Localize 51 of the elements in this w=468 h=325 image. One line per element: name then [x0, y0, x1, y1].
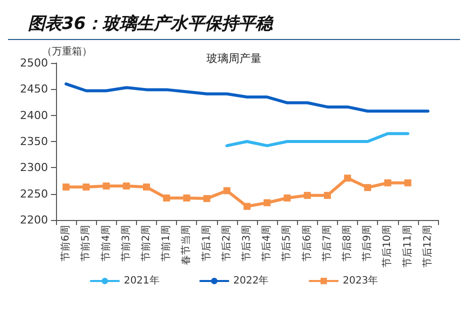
y-tick-label: 2500 — [20, 56, 48, 70]
x-tick-label: 节后1周 — [200, 225, 212, 262]
legend-label: 2023年 — [342, 274, 378, 286]
point — [62, 184, 70, 191]
point — [344, 174, 352, 182]
y-axis-title: （万重箱） — [42, 46, 92, 58]
chart-title: 图表36：玻璃生产水平保持平稳 — [8, 8, 460, 40]
y-tick-label: 2350 — [20, 135, 48, 148]
x-tick-label: 节后4周 — [260, 225, 273, 262]
x-tick-label: 节后11周 — [401, 225, 414, 268]
point — [364, 184, 372, 192]
line-series — [64, 82, 430, 113]
y-tick-label: 2200 — [20, 214, 48, 226]
point — [82, 184, 90, 191]
point — [244, 202, 250, 210]
y-tick-label: 2400 — [20, 108, 48, 122]
point — [223, 187, 230, 194]
point — [324, 192, 331, 199]
point — [102, 182, 110, 190]
y-tick-label: 2300 — [20, 161, 48, 174]
point — [142, 184, 150, 191]
x-tick-label: 节前3周 — [120, 225, 132, 262]
x-tick-label: 节前2周 — [140, 225, 152, 262]
point — [122, 182, 130, 190]
x-tick-label: 节后6周 — [300, 225, 313, 262]
point — [404, 179, 412, 186]
point — [183, 194, 190, 202]
x-tick-label: 节前6周 — [60, 225, 72, 262]
x-tick-label: 节后7周 — [320, 225, 333, 262]
x-tick-label: 节后12周 — [421, 225, 434, 268]
point — [163, 194, 170, 202]
x-tick-label: 节后2周 — [220, 225, 232, 262]
x-tick-label: 节后8周 — [341, 225, 354, 262]
x-tick-label: 节前5周 — [80, 225, 92, 262]
point — [284, 194, 291, 202]
legend-label: 2021年 — [124, 274, 160, 286]
point — [304, 192, 311, 199]
x-tick-label: 春节当周 — [180, 225, 192, 265]
x-tick-label: 节前1周 — [160, 225, 172, 262]
chart-subtitle: 玻璃周产量 — [206, 52, 262, 65]
x-tick-label: 节后5周 — [280, 225, 293, 262]
x-tick-label: 节后9周 — [361, 225, 374, 262]
x-tick-label: 节前4周 — [100, 225, 112, 262]
y-tick-label: 2450 — [20, 82, 48, 96]
x-tick-label: 节后10周 — [381, 225, 394, 268]
x-tick-label: 节后3周 — [240, 225, 252, 262]
point — [264, 199, 271, 206]
legend-label: 2022年 — [233, 274, 269, 286]
y-tick-label: 2250 — [20, 187, 48, 200]
point — [384, 179, 392, 186]
point — [203, 195, 210, 202]
